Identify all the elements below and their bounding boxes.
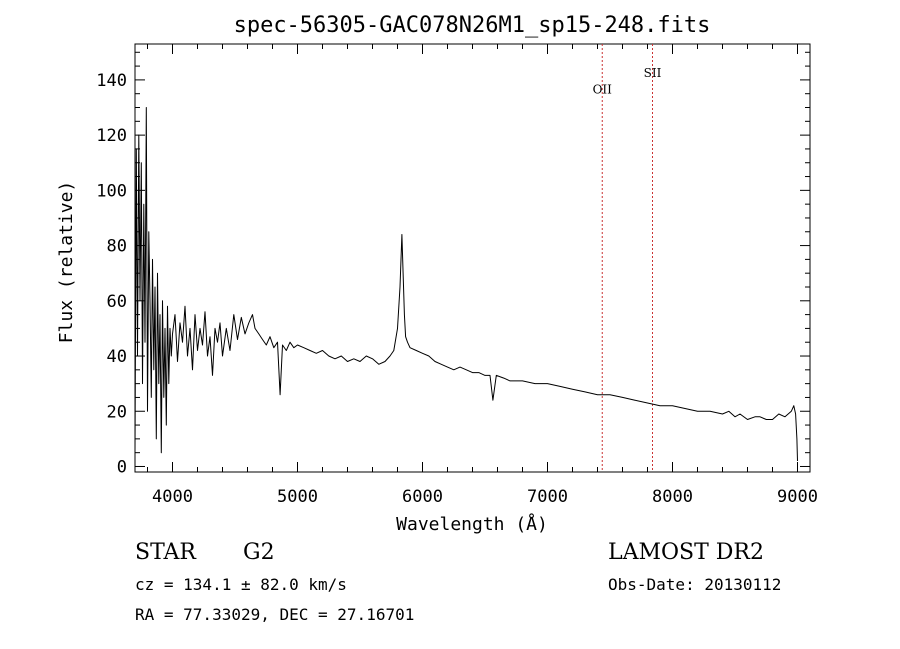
redshift-cz: cz = 134.1 ± 82.0 km/s — [135, 575, 347, 594]
x-tick-label: 4000 — [152, 487, 193, 507]
coordinates: RA = 77.33029, DEC = 27.16701 — [135, 605, 414, 624]
x-axis-label: Wavelength (Å) — [396, 513, 548, 535]
series-group — [134, 107, 798, 462]
y-tick-label: 0 — [117, 457, 127, 477]
chart-title: spec-56305-GAC078N26M1_sp15-248.fits — [234, 13, 711, 38]
line-markers: OII SII — [593, 44, 662, 472]
y-tick-label: 80 — [107, 237, 127, 257]
y-axis-label: Flux (relative) — [56, 181, 77, 344]
line-marker-label: SII — [644, 66, 662, 80]
y-tick-label: 60 — [107, 292, 127, 312]
x-tick-label: 5000 — [277, 487, 318, 507]
x-tick-label: 8000 — [652, 487, 693, 507]
obs-date: Obs-Date: 20130112 — [608, 575, 781, 594]
x-axis-ticks: 4000 5000 6000 7000 8000 9000 — [147, 44, 818, 507]
y-tick-label: 100 — [96, 181, 127, 201]
x-tick-label: 6000 — [402, 487, 443, 507]
survey-name: LAMOST DR2 — [608, 540, 764, 565]
spectrum-line — [134, 107, 798, 462]
y-axis-ticks: 0 20 40 60 80 100 120 140 — [96, 51, 810, 477]
star-subclass: G2 — [243, 540, 275, 565]
y-tick-label: 140 — [96, 71, 127, 91]
x-tick-label: 9000 — [777, 487, 818, 507]
y-tick-label: 20 — [107, 402, 127, 422]
x-tick-label: 7000 — [527, 487, 568, 507]
plot-frame — [134, 43, 811, 473]
y-tick-label: 40 — [107, 347, 127, 367]
y-tick-label: 120 — [96, 126, 127, 146]
line-marker-label: OII — [593, 83, 613, 97]
star-class: STAR — [135, 540, 197, 565]
